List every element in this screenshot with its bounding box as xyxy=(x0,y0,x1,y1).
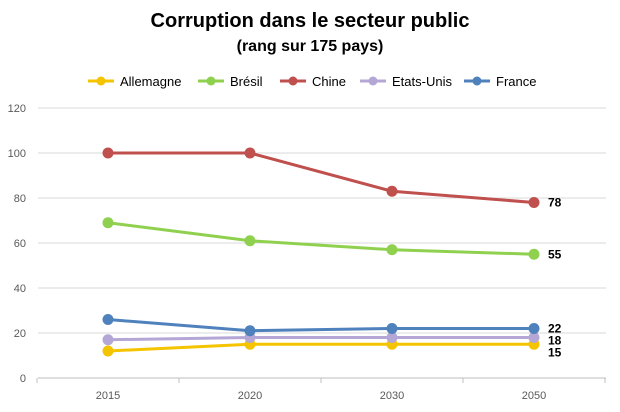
data-point xyxy=(528,248,540,260)
x-tick-label: 2020 xyxy=(238,390,262,402)
series-line-Allemagne xyxy=(106,342,536,353)
data-label: 78 xyxy=(548,196,562,210)
x-tick-label: 2050 xyxy=(522,390,546,402)
legend-entry: Brésil xyxy=(230,74,263,89)
y-tick-label: 0 xyxy=(20,373,26,385)
data-point xyxy=(244,235,256,247)
data-point xyxy=(528,323,540,334)
data-point xyxy=(528,197,540,208)
chart-title: Corruption dans le secteur public xyxy=(150,10,470,32)
legend-entry: Allemagne xyxy=(120,74,181,89)
legend-entry: Chine xyxy=(312,74,346,89)
data-label: 22 xyxy=(548,322,562,336)
legend-swatch-marker xyxy=(368,76,378,86)
legend-swatch-marker xyxy=(96,76,106,86)
legend-swatch-marker xyxy=(472,76,482,86)
y-tick-label: 60 xyxy=(14,238,26,250)
y-tick-label: 120 xyxy=(8,103,26,115)
data-point xyxy=(386,323,398,334)
y-tick-label: 80 xyxy=(14,193,26,205)
data-point xyxy=(244,325,256,337)
y-tick-label: 100 xyxy=(8,148,26,160)
data-point xyxy=(386,244,398,256)
series-line-Brésil xyxy=(106,221,536,256)
chart-subtitle: (rang sur 175 pays) xyxy=(236,38,384,55)
legend-swatch-marker xyxy=(206,76,216,86)
legend-swatch-marker xyxy=(288,76,298,86)
data-point xyxy=(386,185,398,197)
data-point xyxy=(102,147,114,159)
data-label: 15 xyxy=(548,346,562,360)
data-point xyxy=(102,345,114,357)
data-point xyxy=(244,147,256,159)
legend-entry: Etats-Unis xyxy=(392,74,452,89)
y-tick-label: 20 xyxy=(14,328,26,340)
x-tick-label: 2030 xyxy=(380,390,404,402)
x-tick-label: 2015 xyxy=(96,390,120,402)
data-point xyxy=(386,332,398,343)
data-point xyxy=(528,332,540,343)
data-point xyxy=(102,334,114,346)
data-point xyxy=(102,314,114,325)
series-line-Chine xyxy=(106,151,536,204)
series-line-Etats-Unis xyxy=(106,336,536,342)
series-line-France xyxy=(106,318,536,333)
data-label: 18 xyxy=(548,334,562,348)
legend-entry: France xyxy=(496,74,536,89)
y-tick-label: 40 xyxy=(14,283,26,295)
data-point xyxy=(102,217,114,229)
data-label: 55 xyxy=(548,247,562,261)
